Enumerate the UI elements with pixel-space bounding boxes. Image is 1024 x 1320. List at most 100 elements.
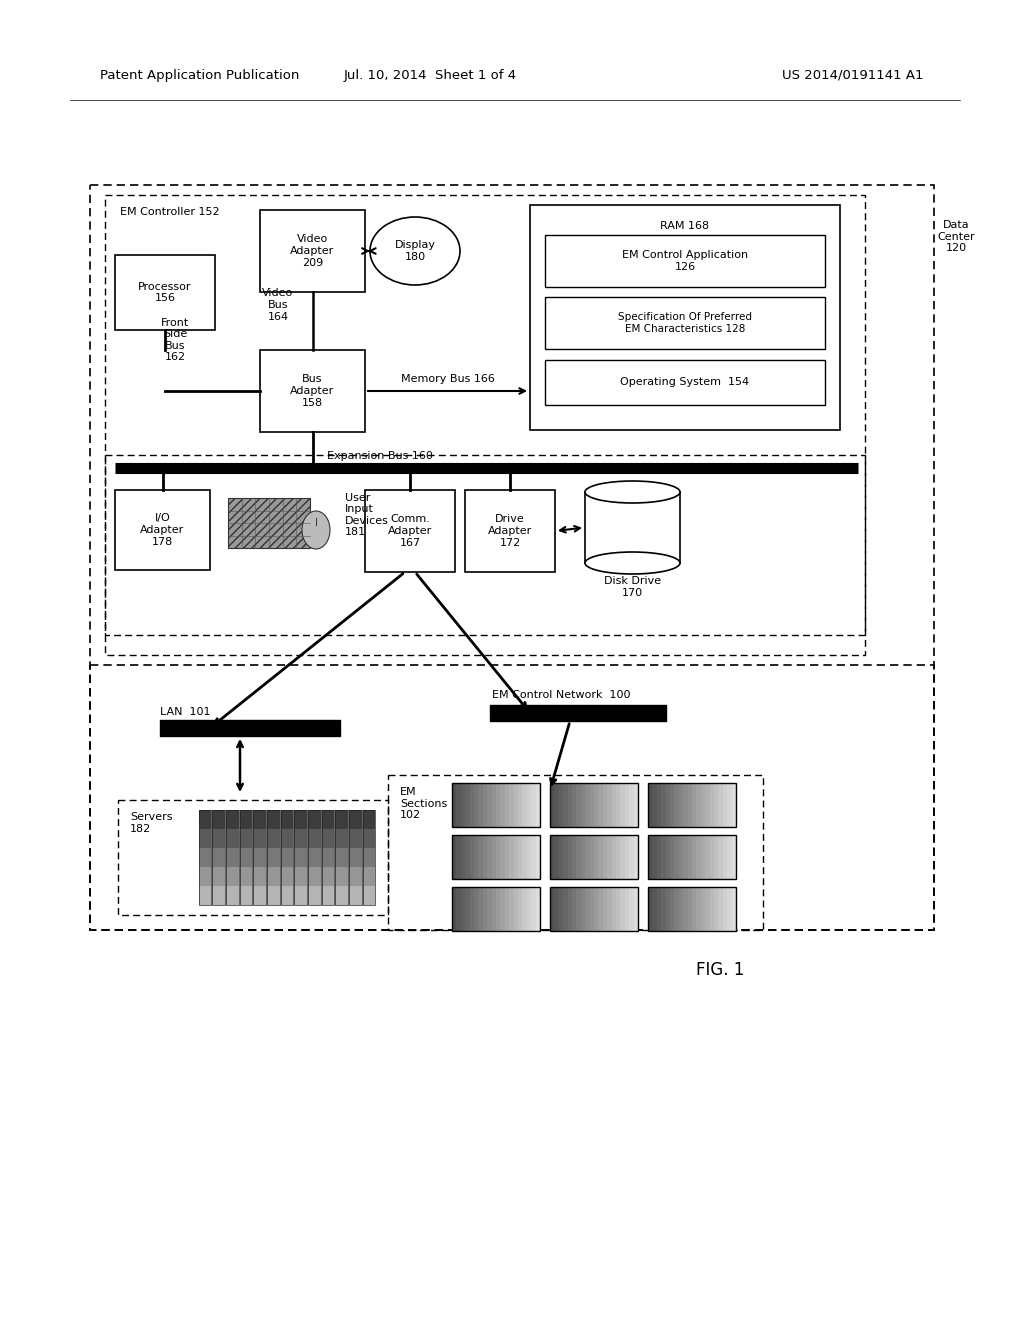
- Bar: [559, 783, 563, 828]
- Bar: [349, 886, 361, 906]
- Bar: [470, 783, 474, 828]
- Bar: [496, 836, 501, 879]
- Bar: [550, 887, 638, 931]
- Bar: [509, 887, 514, 931]
- Bar: [621, 836, 625, 879]
- Bar: [294, 810, 307, 906]
- Bar: [706, 887, 710, 931]
- Bar: [501, 887, 505, 931]
- Bar: [550, 887, 554, 931]
- Bar: [365, 490, 455, 572]
- Bar: [199, 810, 211, 829]
- Bar: [253, 867, 266, 886]
- Bar: [349, 847, 361, 867]
- Bar: [212, 810, 225, 829]
- Bar: [336, 847, 348, 867]
- Bar: [482, 887, 487, 931]
- Bar: [652, 887, 656, 931]
- Bar: [700, 836, 706, 879]
- Text: RAM 168: RAM 168: [660, 220, 710, 231]
- Bar: [577, 836, 581, 879]
- Bar: [662, 783, 666, 828]
- Bar: [267, 810, 280, 829]
- Bar: [518, 783, 522, 828]
- Text: Comm.
Adapter
167: Comm. Adapter 167: [388, 515, 432, 548]
- Bar: [611, 887, 616, 931]
- Bar: [585, 783, 590, 828]
- Bar: [240, 810, 252, 829]
- Bar: [478, 783, 482, 828]
- Bar: [226, 867, 239, 886]
- Bar: [710, 887, 714, 931]
- Bar: [731, 836, 736, 879]
- Bar: [522, 836, 526, 879]
- Bar: [90, 665, 934, 931]
- Bar: [457, 783, 461, 828]
- Ellipse shape: [585, 480, 680, 503]
- Text: Patent Application Publication: Patent Application Publication: [100, 69, 299, 82]
- Bar: [675, 783, 679, 828]
- Bar: [572, 783, 577, 828]
- Bar: [666, 887, 670, 931]
- Text: Specification Of Preferred
EM Characteristics 128: Specification Of Preferred EM Characteri…: [618, 313, 752, 334]
- Bar: [505, 836, 509, 879]
- Bar: [518, 836, 522, 879]
- Bar: [550, 836, 554, 879]
- Text: Servers
182: Servers 182: [130, 812, 172, 834]
- Bar: [240, 867, 252, 886]
- Bar: [648, 887, 652, 931]
- Text: Front
Side
Bus
162: Front Side Bus 162: [161, 318, 189, 363]
- Bar: [90, 185, 934, 931]
- Bar: [452, 836, 457, 879]
- Text: Disk Drive
170: Disk Drive 170: [604, 577, 662, 598]
- Bar: [492, 887, 496, 931]
- Bar: [696, 783, 700, 828]
- Bar: [349, 810, 361, 906]
- Bar: [226, 810, 239, 829]
- Bar: [625, 836, 629, 879]
- Bar: [629, 887, 634, 931]
- Text: User
Input
Devices
181: User Input Devices 181: [345, 492, 389, 537]
- Bar: [294, 886, 307, 906]
- Bar: [656, 887, 662, 931]
- Bar: [281, 829, 293, 847]
- Text: EM
Sections
102: EM Sections 102: [400, 787, 447, 820]
- Bar: [240, 886, 252, 906]
- Bar: [634, 836, 638, 879]
- Bar: [611, 783, 616, 828]
- Bar: [474, 783, 478, 828]
- Text: Bus
Adapter
158: Bus Adapter 158: [291, 375, 335, 408]
- Bar: [727, 836, 731, 879]
- Bar: [554, 887, 559, 931]
- Bar: [731, 783, 736, 828]
- Bar: [199, 829, 211, 847]
- Bar: [550, 836, 638, 879]
- Bar: [648, 887, 736, 931]
- Bar: [598, 783, 603, 828]
- Bar: [228, 498, 310, 548]
- Bar: [518, 887, 522, 931]
- Text: Video
Adapter
209: Video Adapter 209: [291, 235, 335, 268]
- Bar: [727, 783, 731, 828]
- Bar: [603, 783, 607, 828]
- Bar: [505, 887, 509, 931]
- Bar: [616, 836, 621, 879]
- Bar: [505, 783, 509, 828]
- Bar: [603, 836, 607, 879]
- Bar: [687, 836, 692, 879]
- Bar: [625, 887, 629, 931]
- Bar: [322, 810, 335, 829]
- Text: Data
Center
120: Data Center 120: [937, 220, 975, 253]
- Ellipse shape: [302, 511, 330, 549]
- Bar: [496, 783, 501, 828]
- Bar: [683, 836, 687, 879]
- Bar: [487, 887, 492, 931]
- Bar: [563, 783, 567, 828]
- Bar: [212, 886, 225, 906]
- Bar: [294, 829, 307, 847]
- Bar: [482, 836, 487, 879]
- Bar: [465, 783, 470, 828]
- Bar: [550, 783, 638, 828]
- Bar: [199, 847, 211, 867]
- Bar: [362, 867, 376, 886]
